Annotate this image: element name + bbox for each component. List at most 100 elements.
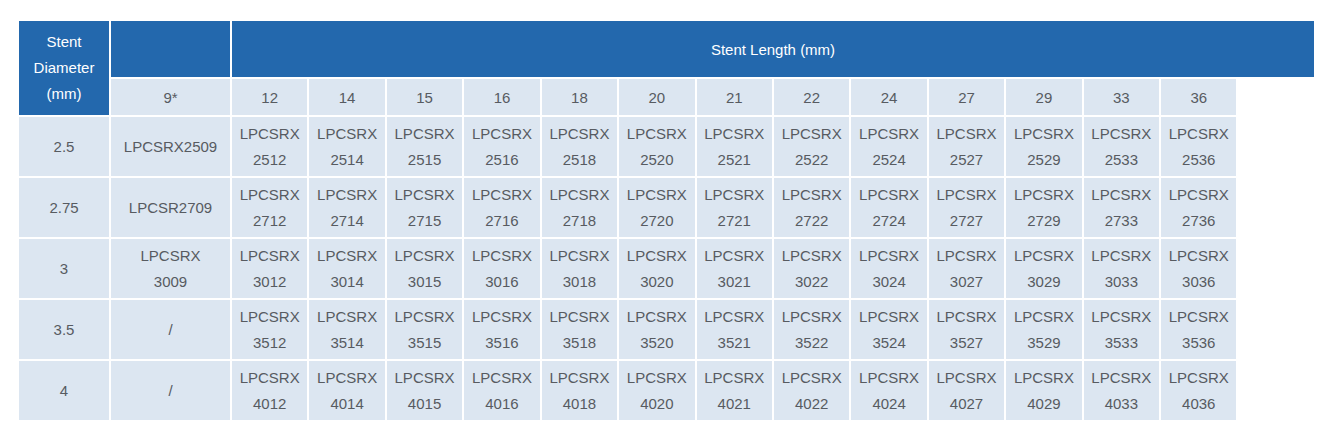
product-code-cell: LPCSRX 3522 bbox=[774, 300, 849, 359]
product-code-cell: LPCSRX 4012 bbox=[232, 361, 307, 420]
product-code-cell: LPCSRX 3521 bbox=[697, 300, 772, 359]
product-code-cell: LPCSRX 4036 bbox=[1161, 361, 1236, 420]
product-code-cell: LPCSRX 2529 bbox=[1006, 117, 1081, 176]
product-code-cell: LPCSRX 3024 bbox=[851, 239, 926, 298]
length-column-header: 20 bbox=[619, 79, 694, 115]
length-column-header: 9* bbox=[111, 79, 230, 115]
product-code-cell: LPCSRX 2727 bbox=[929, 178, 1004, 237]
product-code-cell: LPCSRX2509 bbox=[111, 117, 230, 176]
product-code-cell: LPCSRX 2518 bbox=[542, 117, 617, 176]
length-column-header: 24 bbox=[851, 79, 926, 115]
product-code-cell: LPCSRX 2512 bbox=[232, 117, 307, 176]
product-code-cell: LPCSRX 2521 bbox=[697, 117, 772, 176]
length-column-header: 22 bbox=[774, 79, 849, 115]
top-header-row: Stent Diameter (mm) Stent Length (mm) bbox=[19, 21, 1314, 77]
product-code-cell: LPCSRX 4033 bbox=[1084, 361, 1159, 420]
product-code-cell: LPCSRX 4029 bbox=[1006, 361, 1081, 420]
table-row: 2.75LPCSR2709LPCSRX 2712LPCSRX 2714LPCSR… bbox=[19, 178, 1314, 237]
product-code-cell: LPCSRX 3033 bbox=[1084, 239, 1159, 298]
product-code-cell: LPCSRX 4022 bbox=[774, 361, 849, 420]
product-code-cell: LPCSRX 2533 bbox=[1084, 117, 1159, 176]
product-code-cell: LPCSRX 3016 bbox=[464, 239, 539, 298]
table-row: 4/LPCSRX 4012LPCSRX 4014LPCSRX 4015LPCSR… bbox=[19, 361, 1314, 420]
product-code-cell: LPCSRX 3520 bbox=[619, 300, 694, 359]
diameter-cell: 3.5 bbox=[19, 300, 109, 359]
stent-length-header: Stent Length (mm) bbox=[232, 21, 1314, 77]
product-code-cell: LPCSRX 2721 bbox=[697, 178, 772, 237]
length-column-header: 14 bbox=[309, 79, 384, 115]
product-code-cell: LPCSRX 2733 bbox=[1084, 178, 1159, 237]
product-code-cell: LPCSRX 3527 bbox=[929, 300, 1004, 359]
product-code-cell: LPCSRX 3524 bbox=[851, 300, 926, 359]
product-code-cell: LPCSRX 3012 bbox=[232, 239, 307, 298]
product-code-cell: LPCSRX 3514 bbox=[309, 300, 384, 359]
product-code-cell: LPCSRX 2715 bbox=[387, 178, 462, 237]
length-column-header: 29 bbox=[1006, 79, 1081, 115]
product-code-cell: LPCSRX 3022 bbox=[774, 239, 849, 298]
product-code-cell: LPCSRX 2729 bbox=[1006, 178, 1081, 237]
product-code-cell: LPCSRX 2516 bbox=[464, 117, 539, 176]
length-column-header: 27 bbox=[929, 79, 1004, 115]
product-code-cell: LPCSR2709 bbox=[111, 178, 230, 237]
diameter-cell: 4 bbox=[19, 361, 109, 420]
product-code-cell: LPCSRX 3529 bbox=[1006, 300, 1081, 359]
product-code-cell: LPCSRX 3536 bbox=[1161, 300, 1236, 359]
product-code-cell: LPCSRX 2522 bbox=[774, 117, 849, 176]
product-code-cell: LPCSRX 2527 bbox=[929, 117, 1004, 176]
length-column-header: 36 bbox=[1161, 79, 1236, 115]
product-code-cell: LPCSRX 3036 bbox=[1161, 239, 1236, 298]
blank-header-cell bbox=[111, 21, 230, 77]
product-code-cell: LPCSRX 3018 bbox=[542, 239, 617, 298]
product-code-cell: LPCSRX 4015 bbox=[387, 361, 462, 420]
product-code-cell: LPCSRX 4018 bbox=[542, 361, 617, 420]
product-code-cell: LPCSRX 3518 bbox=[542, 300, 617, 359]
length-column-header: 21 bbox=[697, 79, 772, 115]
product-code-cell: / bbox=[111, 361, 230, 420]
product-code-cell: LPCSRX 2718 bbox=[542, 178, 617, 237]
table-row: 3.5/LPCSRX 3512LPCSRX 3514LPCSRX 3515LPC… bbox=[19, 300, 1314, 359]
length-column-header: 18 bbox=[542, 79, 617, 115]
product-code-cell: LPCSRX 4014 bbox=[309, 361, 384, 420]
diameter-cell: 3 bbox=[19, 239, 109, 298]
product-code-cell: LPCSRX 3516 bbox=[464, 300, 539, 359]
length-column-header: 16 bbox=[464, 79, 539, 115]
product-code-cell: LPCSRX 2524 bbox=[851, 117, 926, 176]
product-code-cell: LPCSRX 2514 bbox=[309, 117, 384, 176]
product-code-cell: LPCSRX 2736 bbox=[1161, 178, 1236, 237]
stent-diameter-header: Stent Diameter (mm) bbox=[19, 21, 109, 115]
product-code-cell: LPCSRX 3009 bbox=[111, 239, 230, 298]
product-code-cell: LPCSRX 3027 bbox=[929, 239, 1004, 298]
product-code-cell: LPCSRX 2720 bbox=[619, 178, 694, 237]
table-body: 2.5LPCSRX2509LPCSRX 2512LPCSRX 2514LPCSR… bbox=[19, 117, 1314, 420]
product-code-cell: LPCSRX 2722 bbox=[774, 178, 849, 237]
product-code-cell: LPCSRX 2520 bbox=[619, 117, 694, 176]
length-column-header: 33 bbox=[1084, 79, 1159, 115]
product-code-cell: LPCSRX 4024 bbox=[851, 361, 926, 420]
table-row: 3LPCSRX 3009LPCSRX 3012LPCSRX 3014LPCSRX… bbox=[19, 239, 1314, 298]
product-code-cell: LPCSRX 4016 bbox=[464, 361, 539, 420]
product-code-cell: LPCSRX 4020 bbox=[619, 361, 694, 420]
table-row: 2.5LPCSRX2509LPCSRX 2512LPCSRX 2514LPCSR… bbox=[19, 117, 1314, 176]
product-code-cell: LPCSRX 3021 bbox=[697, 239, 772, 298]
product-code-cell: LPCSRX 2714 bbox=[309, 178, 384, 237]
product-code-cell: / bbox=[111, 300, 230, 359]
product-code-cell: LPCSRX 2536 bbox=[1161, 117, 1236, 176]
stent-size-table: Stent Diameter (mm) Stent Length (mm) 9*… bbox=[17, 19, 1316, 422]
diameter-cell: 2.5 bbox=[19, 117, 109, 176]
length-column-header: 15 bbox=[387, 79, 462, 115]
product-code-cell: LPCSRX 3512 bbox=[232, 300, 307, 359]
product-code-cell: LPCSRX 3014 bbox=[309, 239, 384, 298]
product-code-cell: LPCSRX 2716 bbox=[464, 178, 539, 237]
column-header-row: 9*12141516182021222427293336 bbox=[19, 79, 1314, 115]
product-code-cell: LPCSRX 3029 bbox=[1006, 239, 1081, 298]
length-column-header: 12 bbox=[232, 79, 307, 115]
product-code-cell: LPCSRX 3020 bbox=[619, 239, 694, 298]
product-code-cell: LPCSRX 4027 bbox=[929, 361, 1004, 420]
product-code-cell: LPCSRX 2724 bbox=[851, 178, 926, 237]
product-code-cell: LPCSRX 4021 bbox=[697, 361, 772, 420]
product-code-cell: LPCSRX 3515 bbox=[387, 300, 462, 359]
product-code-cell: LPCSRX 3015 bbox=[387, 239, 462, 298]
product-code-cell: LPCSRX 2515 bbox=[387, 117, 462, 176]
diameter-cell: 2.75 bbox=[19, 178, 109, 237]
product-code-cell: LPCSRX 2712 bbox=[232, 178, 307, 237]
